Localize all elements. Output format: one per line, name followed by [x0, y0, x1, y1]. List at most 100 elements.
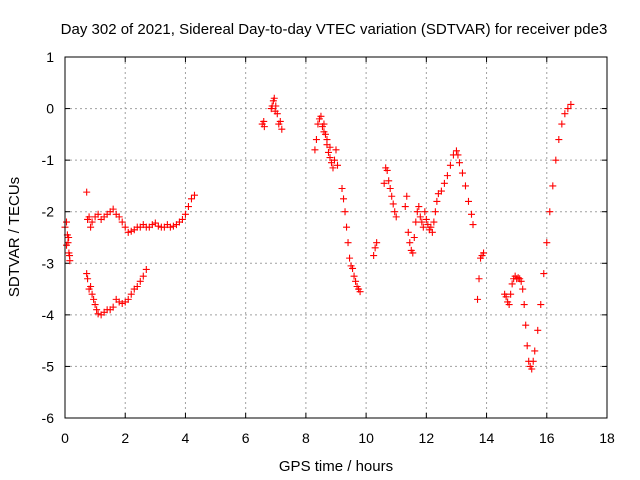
data-points [61, 94, 575, 373]
data-point [409, 249, 417, 257]
data-point [519, 285, 527, 293]
data-point [321, 130, 329, 138]
data-point [474, 295, 482, 303]
data-point [392, 213, 400, 221]
data-point [546, 208, 554, 216]
data-point [561, 110, 569, 118]
data-point [430, 218, 438, 226]
data-point [340, 195, 348, 203]
data-point [330, 156, 338, 164]
data-point [190, 191, 198, 199]
series-seg8 [501, 100, 575, 373]
y-tick-label: -1 [42, 152, 55, 168]
data-point [314, 120, 322, 128]
data-point [427, 223, 435, 231]
data-point [443, 172, 451, 180]
data-point [109, 205, 117, 213]
data-point [115, 213, 123, 221]
data-point [326, 143, 334, 151]
data-point [65, 234, 73, 241]
data-point [124, 295, 132, 303]
x-tick-label: 12 [419, 430, 435, 446]
data-point [94, 310, 102, 318]
data-point [350, 272, 358, 280]
data-point [334, 161, 342, 169]
data-point [520, 301, 528, 309]
data-point [317, 112, 325, 120]
series-seg4 [338, 185, 364, 296]
data-point [418, 218, 426, 226]
data-point [406, 239, 414, 247]
data-point [260, 123, 268, 131]
data-point [522, 321, 530, 329]
data-point [531, 347, 539, 355]
data-point [410, 234, 418, 241]
data-point [415, 203, 423, 211]
data-point [90, 295, 98, 303]
data-point [464, 197, 472, 205]
x-tick-label: 6 [242, 430, 250, 446]
data-point [118, 218, 126, 226]
data-point [419, 223, 427, 231]
data-point [178, 215, 186, 223]
data-point [413, 208, 421, 216]
data-point [87, 223, 95, 231]
data-point [380, 179, 388, 187]
data-point [326, 154, 334, 162]
data-point [166, 223, 174, 231]
y-tick-label: -6 [42, 410, 55, 426]
data-point [389, 200, 397, 208]
series-seg3 [311, 112, 342, 172]
data-point [431, 208, 439, 216]
series-seg6 [401, 147, 477, 257]
data-point [87, 282, 95, 290]
data-point [523, 342, 531, 350]
x-tick-label: 10 [358, 430, 374, 446]
data-point [386, 185, 394, 193]
x-tick-label: 2 [121, 430, 129, 446]
data-point [346, 254, 354, 262]
data-point [514, 274, 522, 282]
data-point [344, 239, 352, 247]
data-point [84, 275, 92, 283]
data-point [88, 290, 96, 298]
data-point [373, 239, 381, 247]
y-tick-label: 1 [46, 49, 54, 65]
data-point [133, 282, 141, 290]
data-point [91, 301, 99, 309]
chart-title: Day 302 of 2021, Sidereal Day-to-day VTE… [61, 21, 608, 38]
data-point [124, 228, 132, 236]
data-point [181, 210, 189, 218]
data-point [320, 120, 328, 128]
data-point [388, 192, 396, 200]
data-point [422, 215, 430, 223]
data-point [63, 218, 71, 226]
data-point [567, 100, 575, 108]
data-point [529, 357, 537, 365]
data-point [94, 210, 102, 218]
data-point [468, 210, 475, 218]
data-point [421, 208, 429, 216]
data-point [428, 228, 436, 236]
series-seg1a [61, 218, 74, 265]
data-point [127, 290, 135, 298]
data-point [469, 221, 477, 229]
data-point [356, 288, 364, 296]
data-point [139, 272, 147, 280]
data-point [564, 105, 572, 113]
data-point [505, 301, 513, 309]
data-point [324, 148, 332, 156]
data-point [537, 301, 545, 309]
data-point [83, 188, 91, 196]
data-point [440, 179, 448, 187]
y-tick-label: -2 [42, 204, 55, 220]
series-seg1c [83, 265, 150, 319]
data-point [338, 185, 346, 193]
data-point [452, 147, 460, 155]
data-point [507, 290, 515, 298]
data-point [148, 221, 156, 229]
data-point [475, 275, 483, 283]
x-tick-label: 8 [302, 430, 310, 446]
data-point [85, 213, 93, 221]
